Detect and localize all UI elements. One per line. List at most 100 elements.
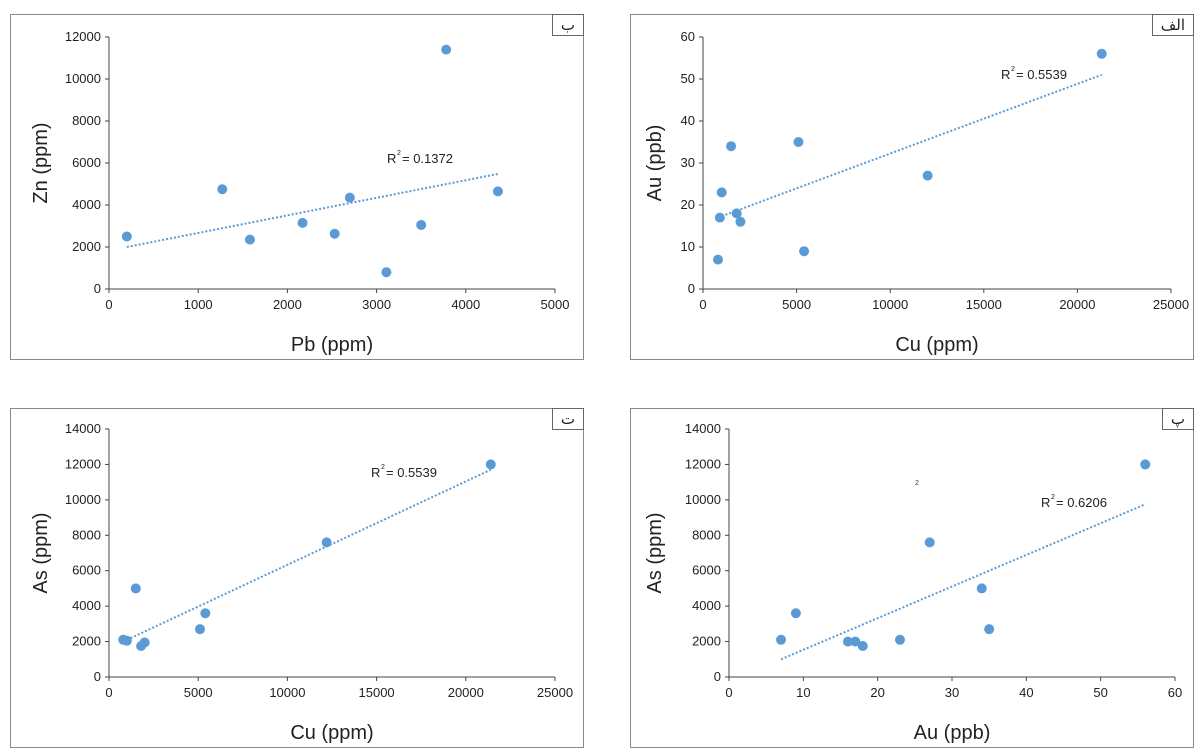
y-tick-label: 14000 <box>685 421 721 436</box>
y-tick-label: 12000 <box>65 29 101 44</box>
r-squared-label: R <box>1001 67 1010 82</box>
data-point <box>121 635 132 646</box>
data-point <box>381 267 392 278</box>
y-tick-label: 8000 <box>72 113 101 128</box>
data-point <box>850 636 861 647</box>
trendline <box>122 468 492 643</box>
panel-label: الف <box>1151 14 1194 36</box>
r-squared-superscript: 2 <box>381 464 385 471</box>
data-point <box>984 624 995 635</box>
r-squared-superscript: 2 <box>1051 494 1055 501</box>
data-point <box>329 228 340 239</box>
r-squared-value: = 0.5539 <box>386 465 437 480</box>
y-tick-label: 2000 <box>72 239 101 254</box>
y-tick-label: 12000 <box>65 456 101 471</box>
x-tick-label: 4000 <box>451 297 480 312</box>
x-tick-label: 5000 <box>184 685 213 700</box>
y-tick-label: 10000 <box>65 71 101 86</box>
y-tick-label: 30 <box>681 155 695 170</box>
trendline <box>780 503 1146 661</box>
x-tick-label: 25000 <box>537 685 573 700</box>
y-tick-label: 12000 <box>685 456 721 471</box>
data-point <box>776 634 787 645</box>
y-axis-label: As (ppm) <box>644 512 666 593</box>
y-tick-label: 4000 <box>72 197 101 212</box>
x-tick-label: 20000 <box>1059 297 1095 312</box>
data-point <box>714 212 725 223</box>
x-tick-label: 3000 <box>362 297 391 312</box>
r-squared-value: = 0.5539 <box>1016 67 1067 82</box>
data-point <box>200 608 211 619</box>
chart-panel-cu-au: الف 0 10 20 30 40 50 60 0 5000 10000 15000 20000 250… <box>630 14 1194 360</box>
x-tick-label: 15000 <box>359 685 395 700</box>
r-squared-superscript: 2 <box>397 150 401 157</box>
data-point <box>194 624 205 635</box>
y-axis-label: Au (ppb) <box>644 125 666 202</box>
y-axis-label: As (ppm) <box>30 512 52 593</box>
chart-panel-cu-as: ت 0 2000 4000 6000 8000 10000 12000 14000 0 5000 1… <box>10 408 584 748</box>
data-point <box>485 459 496 470</box>
x-tick-label: 10000 <box>269 685 305 700</box>
x-tick-label: 5000 <box>782 297 811 312</box>
r-squared-label: R <box>371 465 380 480</box>
x-tick-label: 0 <box>105 297 112 312</box>
r-squared-superscript: 2 <box>1011 66 1015 73</box>
data-point <box>716 187 727 198</box>
data-point <box>244 234 255 245</box>
x-tick-label: 30 <box>945 685 959 700</box>
r-squared-value: = 0.6206 <box>1056 495 1107 510</box>
y-tick-label: 40 <box>681 113 695 128</box>
x-tick-label: 1000 <box>184 297 213 312</box>
y-tick-label: 0 <box>94 281 101 296</box>
data-point <box>217 184 228 195</box>
data-point <box>735 216 746 227</box>
chart-svg: 0 2000 4000 6000 8000 10000 12000 14000 0 10 20 30 4… <box>644 421 1182 744</box>
data-point <box>790 608 801 619</box>
y-tick-label: 0 <box>688 281 695 296</box>
x-tick-label: 25000 <box>1153 297 1189 312</box>
panel-label: ب <box>551 14 584 36</box>
x-tick-label: 5000 <box>541 297 570 312</box>
y-tick-label: 6000 <box>692 563 721 578</box>
data-point <box>712 254 723 265</box>
x-tick-label: 0 <box>105 685 112 700</box>
y-tick-label: 8000 <box>72 527 101 542</box>
x-axis-label: Pb (ppm) <box>291 334 373 356</box>
y-axis-label: Zn (ppm) <box>30 122 52 203</box>
chart-panel-pb-zn: ب 0 2000 4000 6000 8000 10000 12000 0 1000 2000 30… <box>10 14 584 360</box>
data-point <box>976 583 987 594</box>
data-point <box>842 636 853 647</box>
x-axis-label: Au (ppb) <box>914 722 991 744</box>
trendline <box>717 73 1103 219</box>
y-tick-label: 10 <box>681 239 695 254</box>
y-tick-label: 10000 <box>65 492 101 507</box>
x-tick-label: 20 <box>870 685 884 700</box>
data-point <box>321 537 332 548</box>
data-point <box>492 186 503 197</box>
y-tick-label: 0 <box>714 669 721 684</box>
x-tick-label: 20000 <box>448 685 484 700</box>
y-tick-label: 2000 <box>692 634 721 649</box>
data-point <box>297 217 308 228</box>
x-tick-label: 0 <box>725 685 732 700</box>
y-tick-label: 4000 <box>692 598 721 613</box>
panel-label: ت <box>551 408 584 430</box>
x-axis-label: Cu (ppm) <box>895 334 978 356</box>
r-squared-value: = 0.1372 <box>402 151 453 166</box>
chart-svg: 0 10 20 30 40 50 60 0 5000 10000 15000 20000 25000 Cu… <box>644 29 1189 356</box>
chart-svg: 0 2000 4000 6000 8000 10000 12000 0 1000 2000 3000… <box>30 29 570 356</box>
trendline <box>126 172 499 248</box>
data-point <box>894 634 905 645</box>
y-tick-label: 14000 <box>65 421 101 436</box>
y-tick-label: 10000 <box>685 492 721 507</box>
stray-mark: 2 <box>915 480 919 487</box>
chart-panel-au-as: پ 0 2000 4000 6000 8000 10000 12000 14000 0 10 20 3… <box>630 408 1194 748</box>
data-point <box>924 537 935 548</box>
x-tick-label: 10 <box>796 685 810 700</box>
r-squared-label: R <box>387 151 396 166</box>
x-tick-label: 10000 <box>872 297 908 312</box>
y-tick-label: 6000 <box>72 155 101 170</box>
data-point <box>793 137 804 147</box>
y-tick-label: 0 <box>94 669 101 684</box>
data-point <box>416 219 427 230</box>
